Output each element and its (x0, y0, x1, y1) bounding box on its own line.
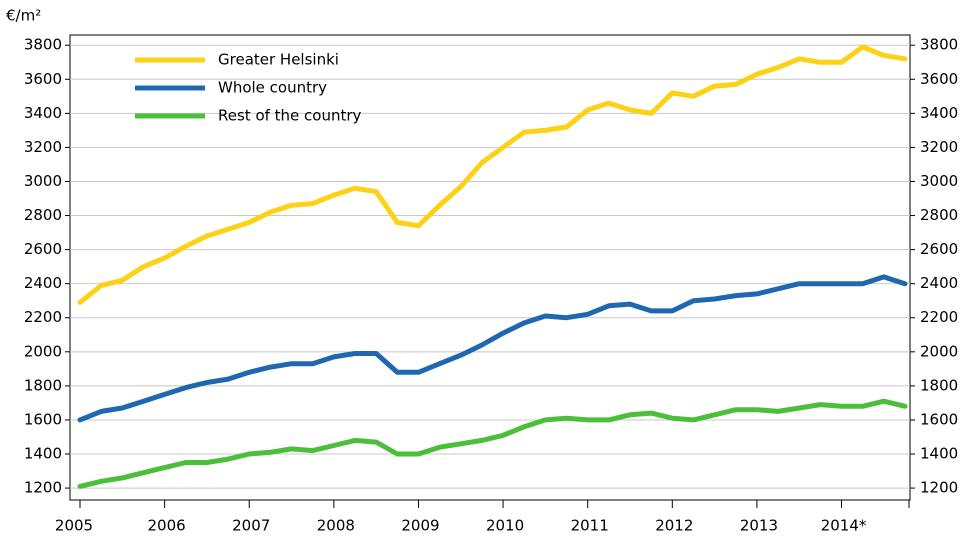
y-tick-label: 2200 (24, 308, 62, 326)
y-tick-label: 1600 (24, 410, 62, 428)
y2-tick-label: 3200 (920, 138, 958, 156)
x-tick-label: 2011 (571, 517, 609, 535)
x-tick-label: 2010 (486, 517, 524, 535)
x-tick-label: 2007 (232, 517, 270, 535)
y2-tick-label: 2600 (920, 240, 958, 258)
y2-tick-label: 3600 (920, 70, 958, 88)
y2-tick-label: 2800 (920, 206, 958, 224)
x-tick-label: 2013 (740, 517, 778, 535)
x-tick-label: 2006 (148, 517, 186, 535)
y2-tick-label: 1200 (920, 479, 958, 497)
y2-tick-label: 2400 (920, 274, 958, 292)
legend-label: Whole country (218, 79, 327, 97)
x-tick-label: 2014* (821, 517, 867, 535)
y2-tick-label: 3000 (920, 172, 958, 190)
y-tick-label: 1800 (24, 376, 62, 394)
y2-tick-label: 3800 (920, 36, 958, 54)
y2-tick-label: 2200 (920, 308, 958, 326)
y2-tick-label: 3400 (920, 104, 958, 122)
legend-label: Greater Helsinki (218, 51, 339, 69)
series-line (77, 274, 908, 423)
x-tick-label: 2008 (317, 517, 355, 535)
legend-label: Rest of the country (218, 107, 362, 125)
y-tick-label: 3000 (24, 172, 62, 190)
y2-tick-label: 1400 (920, 445, 958, 463)
x-tick-label: 2009 (401, 517, 439, 535)
y-tick-label: 3600 (24, 70, 62, 88)
y-tick-label: 1200 (24, 479, 62, 497)
y-tick-label: 3200 (24, 138, 62, 156)
y2-tick-label: 1800 (920, 376, 958, 394)
y-tick-label: 1400 (24, 445, 62, 463)
y-tick-label: 2400 (24, 274, 62, 292)
series-line (77, 44, 908, 305)
y-tick-label: 2600 (24, 240, 62, 258)
y2-tick-label: 1600 (920, 410, 958, 428)
x-tick-label: 2012 (655, 517, 693, 535)
y-axis-label: €/m² (6, 7, 41, 25)
plot-frame (69, 34, 911, 501)
y2-tick-label: 2000 (920, 342, 958, 360)
y-tick-label: 2000 (24, 342, 62, 360)
y-tick-label: 2800 (24, 206, 62, 224)
x-tick-label: 2005 (55, 517, 93, 535)
y-tick-label: 3400 (24, 104, 62, 122)
series-line (77, 398, 908, 489)
y-tick-label: 3800 (24, 36, 62, 54)
